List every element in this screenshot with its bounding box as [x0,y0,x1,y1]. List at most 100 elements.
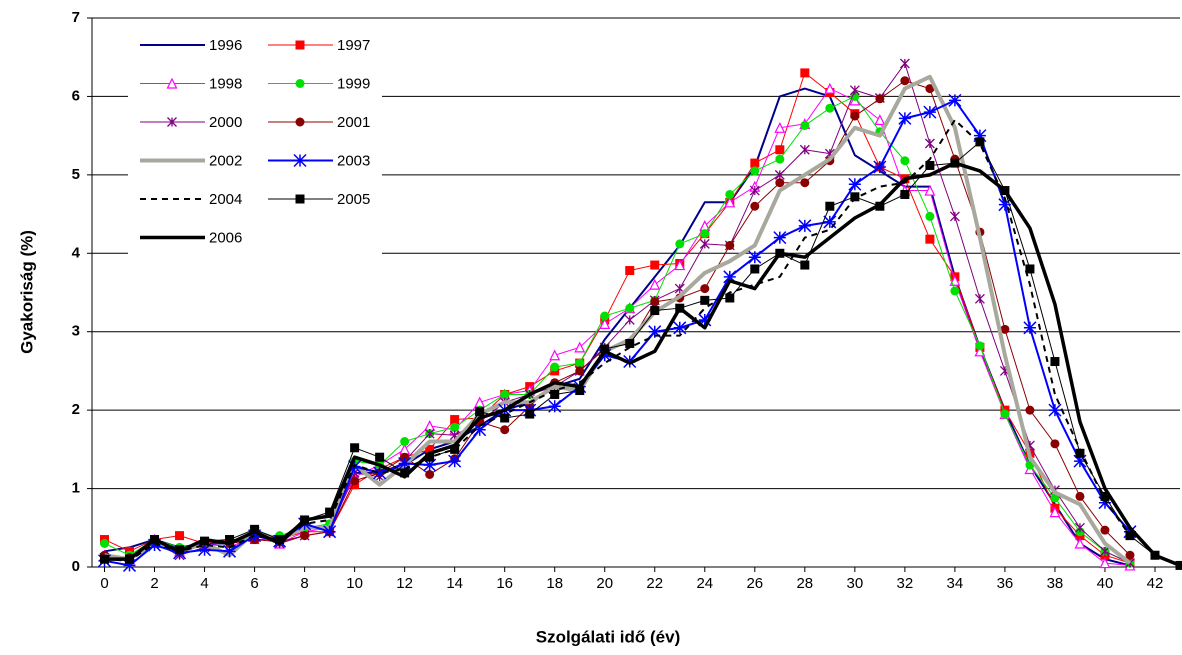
marker [699,238,710,249]
marker [924,138,935,149]
marker [1048,403,1062,417]
marker [1100,491,1110,501]
marker [398,456,412,471]
marker [998,198,1012,212]
marker [823,215,837,229]
marker [575,386,585,396]
marker [900,76,910,86]
x-tick-label: 40 [1097,575,1114,592]
marker [773,231,787,245]
marker [950,286,960,296]
legend-label: 2005 [337,191,370,208]
marker [750,201,760,211]
y-tick-label: 1 [72,480,80,497]
y-axis-label: Gyakoriság (%) [17,230,36,354]
marker [650,297,660,307]
marker [800,68,810,78]
marker [848,177,862,191]
marker [723,270,737,284]
marker [673,321,687,335]
marker [775,154,785,164]
marker [749,185,760,196]
x-tick-label: 12 [396,575,413,592]
marker [1098,496,1112,510]
x-tick-label: 32 [897,575,914,592]
x-tick-label: 2 [150,575,158,592]
marker [700,229,710,239]
x-tick-label: 16 [496,575,513,592]
x-tick-label: 4 [200,575,208,592]
marker [949,211,960,222]
marker [775,145,785,155]
marker [600,311,610,321]
marker [295,40,305,50]
marker [898,111,912,125]
x-tick-label: 38 [1047,575,1064,592]
marker [295,194,305,204]
y-tick-label: 2 [72,401,80,418]
marker [973,129,987,143]
marker [1050,357,1060,367]
series-line [104,161,1181,568]
marker [1073,454,1087,468]
marker [549,349,561,361]
legend-label: 1997 [337,37,370,54]
marker [975,137,985,147]
marker [474,396,486,408]
x-tick-label: 6 [250,575,258,592]
marker [750,264,760,274]
marker [850,91,860,101]
x-tick-label: 36 [997,575,1014,592]
marker [500,389,510,399]
marker [825,103,835,113]
marker [500,413,510,423]
marker [624,314,635,325]
marker [900,156,910,166]
marker [625,266,635,276]
x-tick-label: 28 [796,575,813,592]
y-tick-label: 6 [72,87,80,104]
marker [1075,491,1085,501]
marker [1000,324,1010,334]
x-tick-label: 20 [596,575,613,592]
marker [575,366,585,376]
marker [1049,506,1061,518]
marker [198,543,212,557]
marker [575,358,585,368]
y-tick-label: 0 [72,558,80,575]
marker [166,77,178,89]
marker [925,84,935,94]
marker [799,144,810,155]
marker [798,219,812,233]
legend-label: 2000 [209,114,242,131]
marker [300,531,310,541]
marker [824,82,836,94]
marker [423,458,437,472]
marker [625,303,635,313]
legend-label: 2002 [209,152,242,169]
marker [225,535,235,545]
marker [750,166,760,176]
marker [800,260,810,270]
marker [774,121,786,133]
marker [748,250,762,264]
marker [598,348,612,362]
marker [475,407,485,417]
marker [1074,522,1085,533]
marker [450,444,460,454]
legend-label: 1998 [209,75,242,92]
marker [350,476,360,486]
marker [725,293,735,303]
marker [925,211,935,221]
marker [800,120,810,130]
marker [548,399,562,413]
marker [675,239,685,249]
marker [923,105,937,119]
marker [948,93,962,107]
legend-label: 2004 [209,191,242,208]
marker [700,284,710,294]
marker [700,295,710,305]
marker [175,531,185,541]
marker [1025,264,1035,274]
marker [1074,537,1086,549]
